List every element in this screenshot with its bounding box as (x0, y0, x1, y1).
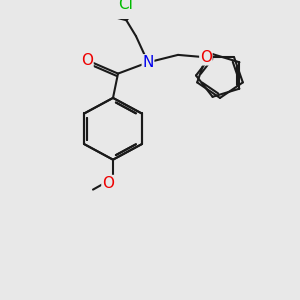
Text: Cl: Cl (118, 0, 133, 13)
Text: O: O (81, 53, 93, 68)
Text: N: N (142, 55, 154, 70)
Text: O: O (200, 50, 212, 65)
Text: O: O (102, 176, 114, 190)
